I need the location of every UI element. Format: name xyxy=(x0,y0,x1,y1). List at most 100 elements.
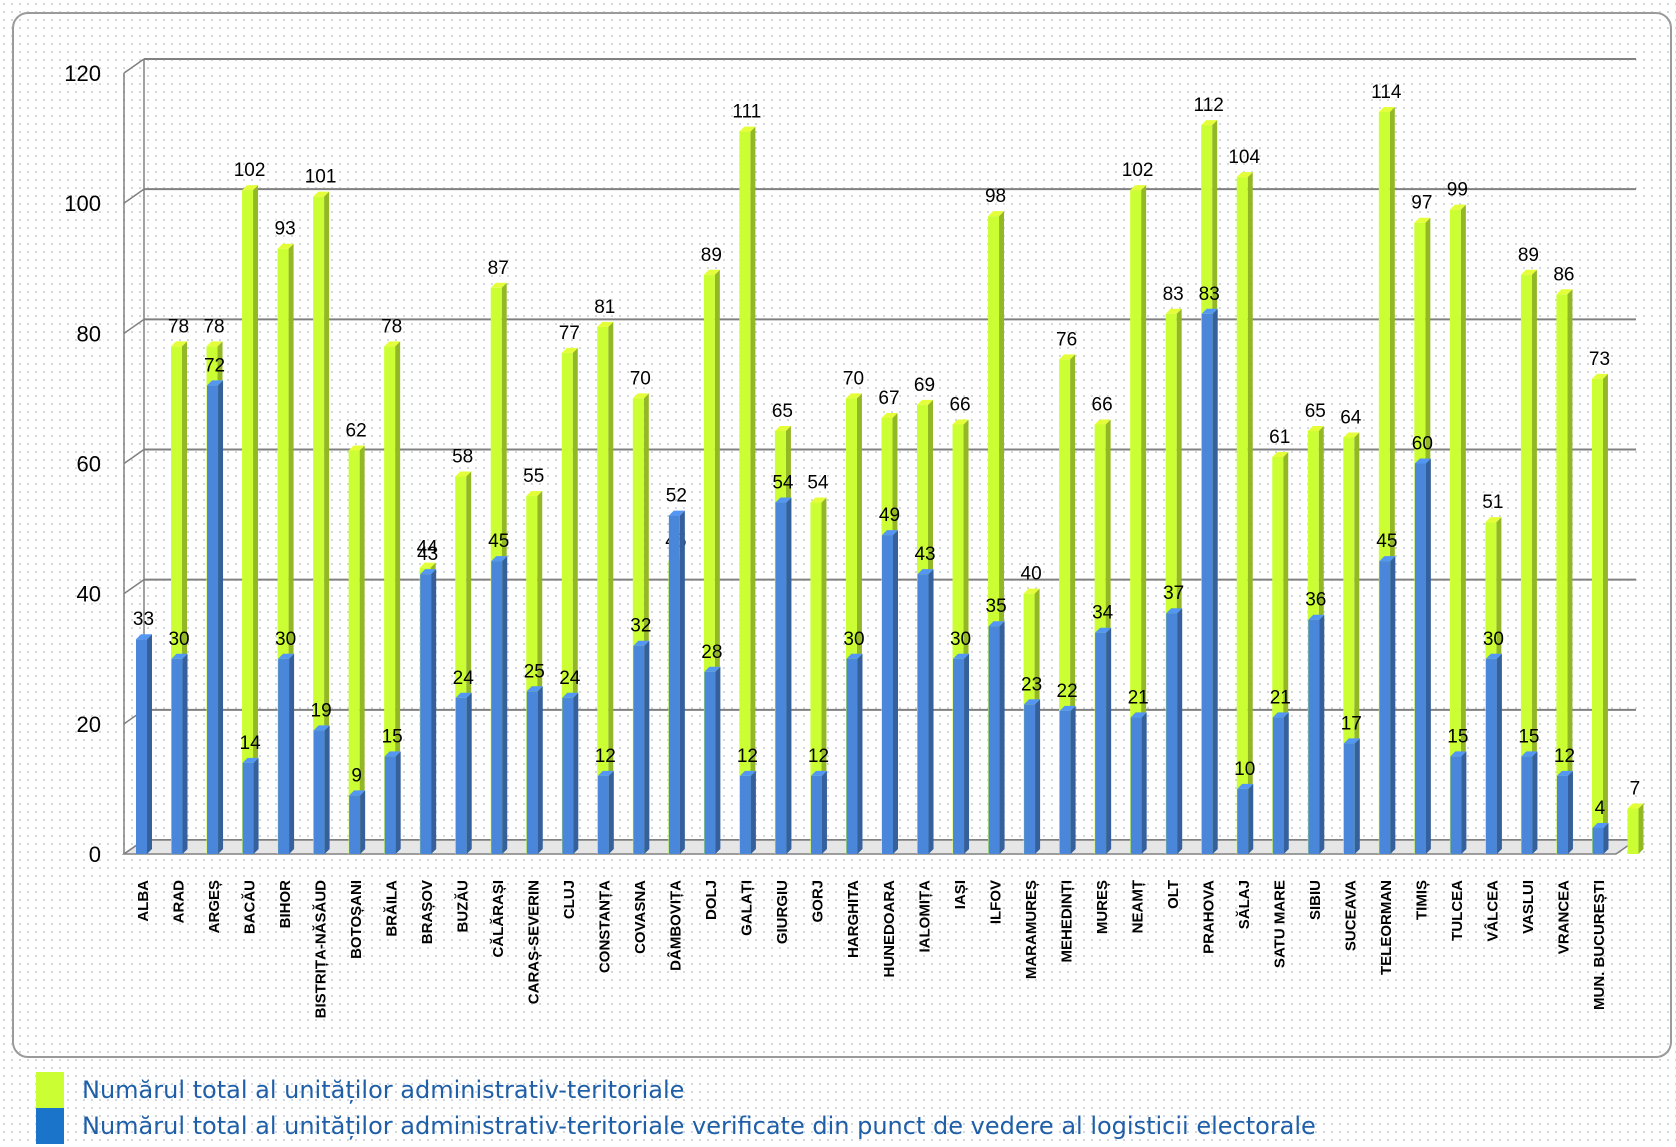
bar-verified-side xyxy=(1425,458,1431,854)
bar-verified xyxy=(1024,704,1036,854)
x-tick-label: BACĂU xyxy=(241,880,258,934)
bar-total xyxy=(703,274,715,855)
data-label-total: 99 xyxy=(1447,180,1468,201)
bar-verified-side xyxy=(786,497,792,854)
bar-verified xyxy=(1095,632,1107,854)
data-label-total: 104 xyxy=(1228,147,1260,168)
x-tick-label: CARAȘ-SEVERIN xyxy=(526,880,543,1004)
data-label-verified: 32 xyxy=(630,616,651,637)
data-label-verified: 22 xyxy=(1057,681,1078,702)
data-label-total: 70 xyxy=(843,368,864,389)
bar-verified-top xyxy=(704,666,721,672)
bar-verified xyxy=(739,775,751,854)
bar-verified-top xyxy=(526,686,543,692)
data-label-total: 98 xyxy=(985,186,1006,207)
x-tick-label: BOTOȘANI xyxy=(348,880,365,959)
bar-total-top xyxy=(1165,308,1182,314)
data-label-total: 86 xyxy=(1553,264,1574,285)
data-label-verified: 12 xyxy=(808,746,829,767)
bar-verified-top xyxy=(1450,751,1467,757)
data-label-verified: 72 xyxy=(204,355,225,376)
x-tick-label: TIMIȘ xyxy=(1414,880,1431,920)
chart-frame xyxy=(12,12,1672,1058)
bar-total-side xyxy=(1567,289,1573,854)
data-label-total: 51 xyxy=(1482,492,1503,513)
bar-verified xyxy=(1485,658,1497,854)
bar-verified-side xyxy=(1496,653,1502,854)
bar-total-side xyxy=(395,341,401,855)
bar-verified-top xyxy=(1237,783,1254,789)
bar-verified xyxy=(1556,775,1568,854)
bar-verified-top xyxy=(420,569,437,575)
bar-verified xyxy=(1414,463,1426,854)
bar-total-side xyxy=(1141,185,1147,854)
data-label-total: 78 xyxy=(203,316,224,337)
bar-total xyxy=(845,398,857,854)
bar-verified-side xyxy=(1603,822,1609,854)
bar-verified-top xyxy=(171,653,188,659)
bar-verified-side xyxy=(1319,614,1325,854)
chart-plot: 0 20 40 60 80 100 120 33 78 ALBA 30 78 ARAD 72 102 ARGE… xyxy=(64,58,1644,1018)
bar-verified xyxy=(1521,756,1533,854)
bar-total-side xyxy=(324,191,330,855)
x-tick-label: VRANCEA xyxy=(1556,880,1573,954)
bar-total xyxy=(455,476,467,854)
bar-verified-side xyxy=(537,686,543,854)
data-label-verified: 15 xyxy=(1447,726,1468,747)
legend-label-verified: Numărul total al unităților administrati… xyxy=(82,1112,1316,1140)
bar-verified-side xyxy=(999,621,1005,854)
x-tick-label: GALAȚI xyxy=(739,880,756,936)
data-label-total: 102 xyxy=(234,160,266,181)
x-tick-label: MEHEDINȚI xyxy=(1058,880,1075,963)
bar-total-top xyxy=(1414,217,1431,223)
x-tick-label: BRAȘOV xyxy=(419,880,436,944)
data-label-verified: 12 xyxy=(1554,746,1575,767)
bar-total-top xyxy=(1307,425,1324,431)
y-tick-label: 80 xyxy=(77,321,101,346)
bar-verified-top xyxy=(1343,738,1360,744)
data-label-verified: 25 xyxy=(524,661,545,682)
bar-total-top xyxy=(206,341,223,347)
bar-verified xyxy=(597,775,609,854)
bar-verified-side xyxy=(644,640,650,854)
bar-verified xyxy=(420,574,432,854)
data-label-verified: 10 xyxy=(1234,759,1255,780)
data-label-verified: 43 xyxy=(417,544,438,565)
y-tick-label: 20 xyxy=(77,712,101,737)
bar-verified-side xyxy=(715,666,721,854)
bar-total-top xyxy=(526,491,543,497)
data-label-verified: 33 xyxy=(133,609,154,630)
bar-total-top xyxy=(1201,120,1218,126)
bar-verified xyxy=(562,697,574,854)
bar-verified-top xyxy=(917,569,934,575)
legend-swatch-verified xyxy=(36,1108,64,1144)
data-label-verified: 45 xyxy=(1376,531,1397,552)
bar-verified-top xyxy=(739,770,756,776)
x-tick-label: ARAD xyxy=(170,880,187,923)
data-label-total: 69 xyxy=(914,375,935,396)
bar-verified-top xyxy=(136,634,152,640)
bar-verified-side xyxy=(1283,712,1289,854)
x-tick-label: NEAMȚ xyxy=(1129,880,1146,933)
y-tick-label: 60 xyxy=(77,452,101,477)
x-tick-label: OLT xyxy=(1165,880,1182,909)
bar-total xyxy=(810,502,822,854)
bar-total xyxy=(384,346,396,854)
bar-verified-top xyxy=(455,692,472,698)
x-tick-label: CLUJ xyxy=(561,880,578,919)
bar-verified xyxy=(278,658,290,854)
bar-verified-side xyxy=(1141,712,1147,854)
bar-verified-top xyxy=(242,757,259,763)
gridline-connector xyxy=(123,579,145,595)
bar-verified-top xyxy=(1308,614,1325,620)
data-label-total: 66 xyxy=(1092,394,1113,415)
bar-total-side xyxy=(1602,373,1608,854)
x-tick-label: CONSTANȚA xyxy=(597,880,614,973)
x-tick-label: VASLUI xyxy=(1520,880,1537,934)
bar-verified-top xyxy=(810,770,827,776)
bar-total-top xyxy=(810,497,827,503)
bar-total-top xyxy=(774,425,791,431)
data-label-total: 64 xyxy=(1340,407,1362,428)
bar-total-top xyxy=(1378,107,1395,113)
bar-total-top xyxy=(171,341,187,347)
